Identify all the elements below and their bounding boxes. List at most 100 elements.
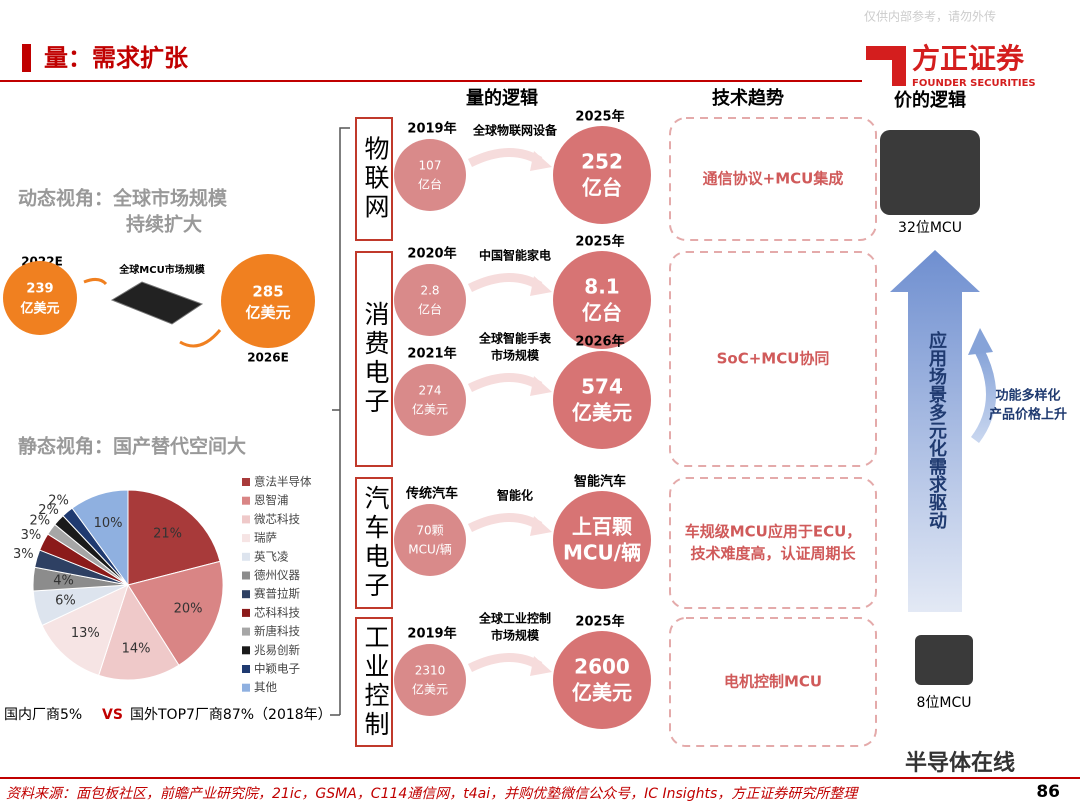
logo-subtitle: FOUNDER SECURITIES [912, 78, 1036, 89]
column-header: 价的逻辑 [894, 89, 966, 111]
to-value: MCU/辆 [563, 541, 641, 565]
pie-slice [127, 560, 224, 666]
trend-text: SoC+MCU协同 [717, 350, 830, 368]
slice-label: 14% [122, 642, 151, 657]
trend-box [669, 617, 877, 747]
to-circle [553, 631, 651, 729]
from-label: 2021年 [407, 346, 456, 362]
legend-label: 微芯科技 [254, 512, 300, 526]
legend-swatch [242, 552, 250, 561]
legend-swatch [242, 608, 250, 617]
chip-image [110, 281, 204, 325]
driver-text: 智能化 [496, 488, 533, 503]
driver-arrow [890, 250, 980, 612]
to-label: 2025年 [575, 234, 624, 250]
legend-label: 兆易创新 [254, 643, 300, 657]
legend-swatch [242, 515, 250, 524]
curve-arrow [467, 273, 543, 293]
column-header: 技术趋势 [712, 87, 784, 109]
arrow [179, 329, 222, 348]
segment-box [355, 251, 393, 467]
pie-slice [41, 584, 129, 676]
chip-image [880, 130, 980, 215]
to-circle [553, 351, 651, 449]
from-value: 107 [419, 159, 442, 173]
slice-label: 6% [55, 594, 76, 609]
segment-name: 工业控制 [361, 624, 390, 740]
arrow [83, 277, 108, 286]
segment-box [355, 117, 393, 241]
circle-text: 亿美元 [20, 301, 59, 317]
segment-box [355, 617, 393, 747]
legend-swatch [242, 478, 250, 486]
driver-text: 市场规模 [491, 348, 540, 363]
caption-vs: VS [102, 707, 123, 723]
logo-name: 方正证券 [912, 42, 1025, 75]
value-circle [221, 254, 315, 348]
to-value: 252 [581, 150, 623, 174]
slice-label: 10% [94, 516, 123, 531]
from-circle [394, 264, 466, 336]
chip-image [915, 635, 973, 685]
legend-swatch [242, 683, 250, 692]
legend-label: 芯科科技 [254, 605, 300, 619]
driver-text: 全球工业控制 [478, 611, 551, 626]
driver-text: 市场规模 [491, 628, 540, 643]
from-value: 70颗 [416, 524, 443, 538]
curve-arrow [467, 148, 543, 168]
trend-text: 电机控制MCU [724, 673, 822, 691]
legend-label: 英飞凌 [254, 549, 289, 563]
trend-box [669, 477, 877, 609]
from-value: 亿台 [418, 177, 442, 192]
to-circle [553, 126, 651, 224]
slice-label: 20% [174, 601, 203, 616]
pie-slice [71, 489, 129, 587]
legend-label: 中颖电子 [254, 662, 300, 676]
slice-label: 3% [13, 547, 34, 562]
to-circle [553, 491, 651, 589]
driver-text: 应用场景多元化需求驱动 [926, 330, 947, 530]
pie-chart: 21% 意法半导体 20% 恩智浦 14% 微芯科技 13% 瑞萨 6% 英飞凌 4% 德州仪器 3% 赛… [13, 475, 312, 695]
segments: 物联网 通信协议+MCU集成2019年107亿台全球物联网设备2025年252亿台… [355, 109, 877, 747]
legend-swatch [242, 534, 250, 543]
title-bar [22, 44, 31, 72]
logo-mark [866, 46, 906, 86]
trend-text: 通信协议+MCU集成 [703, 170, 844, 188]
pie-slice [98, 583, 180, 681]
chip-label: 全球MCU市场规模 [118, 263, 205, 276]
segment-box [355, 477, 393, 609]
caption: 国内厂商5% [4, 707, 82, 723]
to-label: 2025年 [575, 109, 624, 125]
to-label: 智能汽车 [574, 474, 626, 490]
chip-label: 32位MCU [898, 220, 962, 236]
to-value: 2600 [574, 655, 630, 679]
to-label: 2026年 [575, 334, 624, 350]
view-title: 静态视角：国产替代空间大 [18, 435, 246, 458]
arrowhead [530, 656, 552, 676]
title: 量：需求扩张 [44, 44, 189, 72]
effect-arrow [970, 347, 997, 443]
caption: 国外TOP7厂商87%（2018年） [130, 707, 332, 723]
trend-box [669, 251, 877, 467]
legend-label: 瑞萨 [254, 531, 277, 545]
segment-name: 汽车电子 [361, 485, 390, 601]
from-value: 274 [419, 384, 442, 398]
from-circle [394, 139, 466, 211]
from-circle [394, 644, 466, 716]
curve-arrow [467, 653, 543, 673]
effect-text: 功能多样化 [995, 388, 1060, 404]
column-header: 量的逻辑 [466, 87, 538, 109]
legend-label: 德州仪器 [254, 568, 300, 582]
trend-text: 技术难度高，认证周期长 [690, 545, 856, 563]
view-title: 动态视角：全球市场规模 [18, 187, 228, 210]
legend-label: 其他 [254, 680, 277, 694]
legend-swatch [242, 496, 250, 505]
bracket [330, 127, 350, 716]
arrowhead [530, 376, 552, 396]
slice-label: 2% [38, 503, 59, 518]
from-circle [394, 504, 466, 576]
curve-arrow [467, 513, 543, 533]
watermark: 仅供内部参考，请勿外传 [864, 9, 996, 24]
arrowhead [968, 328, 993, 355]
driver-text: 全球智能手表 [478, 331, 552, 346]
